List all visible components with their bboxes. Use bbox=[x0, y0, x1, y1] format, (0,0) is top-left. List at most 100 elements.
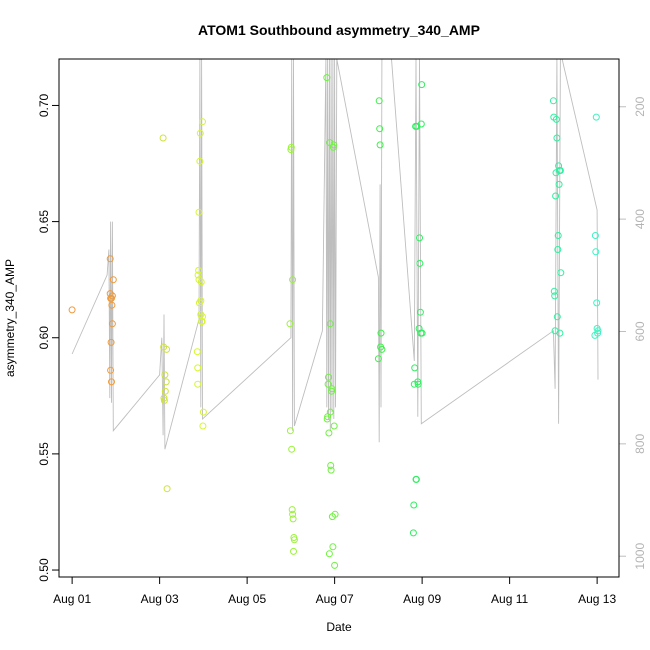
data-point bbox=[550, 287, 558, 295]
data-point bbox=[557, 269, 565, 277]
data-point bbox=[328, 385, 336, 393]
data-point bbox=[328, 387, 336, 395]
data-point bbox=[417, 120, 425, 128]
data-point bbox=[163, 485, 171, 493]
data-point bbox=[330, 141, 338, 149]
data-point bbox=[108, 320, 116, 328]
data-point bbox=[551, 292, 559, 300]
data-point bbox=[108, 301, 116, 309]
data-point bbox=[378, 345, 386, 353]
data-point bbox=[410, 501, 418, 509]
data-point bbox=[195, 276, 203, 284]
data-point bbox=[553, 313, 561, 321]
data-point bbox=[324, 380, 332, 388]
data-point bbox=[410, 380, 418, 388]
data-point bbox=[107, 338, 115, 346]
series-line bbox=[71, 58, 599, 450]
data-point bbox=[418, 81, 426, 89]
data-point bbox=[556, 329, 564, 337]
data-point bbox=[376, 125, 384, 133]
data-point bbox=[326, 139, 334, 147]
y-tick-label: 0.50 bbox=[37, 558, 51, 582]
data-point bbox=[325, 373, 332, 381]
data-point bbox=[418, 329, 426, 337]
x-tick-label: Aug 11 bbox=[491, 592, 528, 606]
x-tick-label: Aug 13 bbox=[578, 592, 616, 606]
data-point bbox=[555, 180, 563, 188]
data-point bbox=[286, 427, 294, 435]
data-point bbox=[554, 232, 562, 239]
right-tick-label: 600 bbox=[633, 321, 647, 341]
data-point bbox=[196, 129, 204, 137]
x-tick-label: Aug 01 bbox=[53, 592, 91, 606]
data-point bbox=[554, 246, 562, 253]
right-tick-label: 800 bbox=[633, 434, 647, 454]
data-point bbox=[289, 276, 297, 284]
data-point bbox=[327, 466, 335, 474]
data-point bbox=[109, 276, 117, 284]
data-point bbox=[160, 394, 168, 402]
data-point bbox=[329, 543, 337, 551]
data-point bbox=[552, 115, 560, 123]
data-point bbox=[552, 192, 560, 200]
chart-title: ATOM1 Southbound asymmetry_340_AMP bbox=[198, 22, 480, 38]
data-point bbox=[198, 318, 206, 325]
x-axis-label: Date bbox=[326, 620, 352, 634]
data-point bbox=[197, 278, 205, 286]
x-tick-label: Aug 09 bbox=[403, 592, 441, 606]
data-point bbox=[331, 561, 339, 569]
data-point bbox=[194, 380, 202, 388]
scatter-points-layer bbox=[68, 74, 602, 569]
data-point bbox=[161, 387, 169, 395]
data-point bbox=[330, 422, 338, 430]
right-tick-label: 1000 bbox=[633, 543, 647, 570]
data-point bbox=[106, 290, 114, 298]
data-point bbox=[107, 366, 115, 374]
y-tick-label: 0.70 bbox=[37, 93, 51, 117]
data-point bbox=[68, 306, 76, 314]
data-point bbox=[195, 208, 203, 216]
data-point bbox=[323, 74, 331, 82]
data-point bbox=[290, 547, 297, 555]
data-point bbox=[199, 422, 207, 430]
y-tick-label: 0.65 bbox=[37, 210, 51, 234]
data-point bbox=[594, 327, 602, 335]
data-point bbox=[592, 248, 600, 256]
x-tick-label: Aug 07 bbox=[316, 592, 354, 606]
data-point bbox=[325, 550, 333, 558]
data-point bbox=[286, 320, 294, 328]
data-point bbox=[160, 397, 168, 404]
data-point bbox=[108, 292, 116, 300]
data-point bbox=[159, 134, 167, 142]
x-tick-label: Aug 03 bbox=[141, 592, 179, 606]
data-point bbox=[414, 380, 422, 388]
data-point bbox=[194, 271, 202, 279]
data-point bbox=[289, 515, 297, 523]
data-point bbox=[416, 259, 424, 267]
data-point bbox=[287, 143, 295, 151]
data-point bbox=[289, 510, 297, 518]
data-point bbox=[592, 113, 600, 121]
data-point bbox=[549, 97, 557, 105]
data-point bbox=[199, 313, 206, 321]
data-point bbox=[416, 234, 423, 242]
right-tick-label: 400 bbox=[633, 209, 647, 229]
plot-frame bbox=[58, 58, 620, 578]
data-point bbox=[288, 506, 296, 514]
data-point bbox=[409, 529, 417, 537]
data-point bbox=[331, 510, 339, 518]
data-point bbox=[377, 329, 385, 337]
x-tick-label: Aug 05 bbox=[228, 592, 266, 606]
data-point bbox=[593, 299, 601, 307]
data-point bbox=[416, 308, 424, 316]
data-point bbox=[193, 348, 201, 356]
y-tick-label: 0.60 bbox=[37, 326, 51, 350]
data-point bbox=[411, 364, 419, 372]
data-point bbox=[163, 345, 171, 353]
data-point bbox=[196, 157, 204, 165]
data-point bbox=[374, 355, 382, 363]
data-point bbox=[199, 408, 207, 416]
data-point bbox=[325, 429, 333, 437]
data-point bbox=[553, 134, 561, 142]
